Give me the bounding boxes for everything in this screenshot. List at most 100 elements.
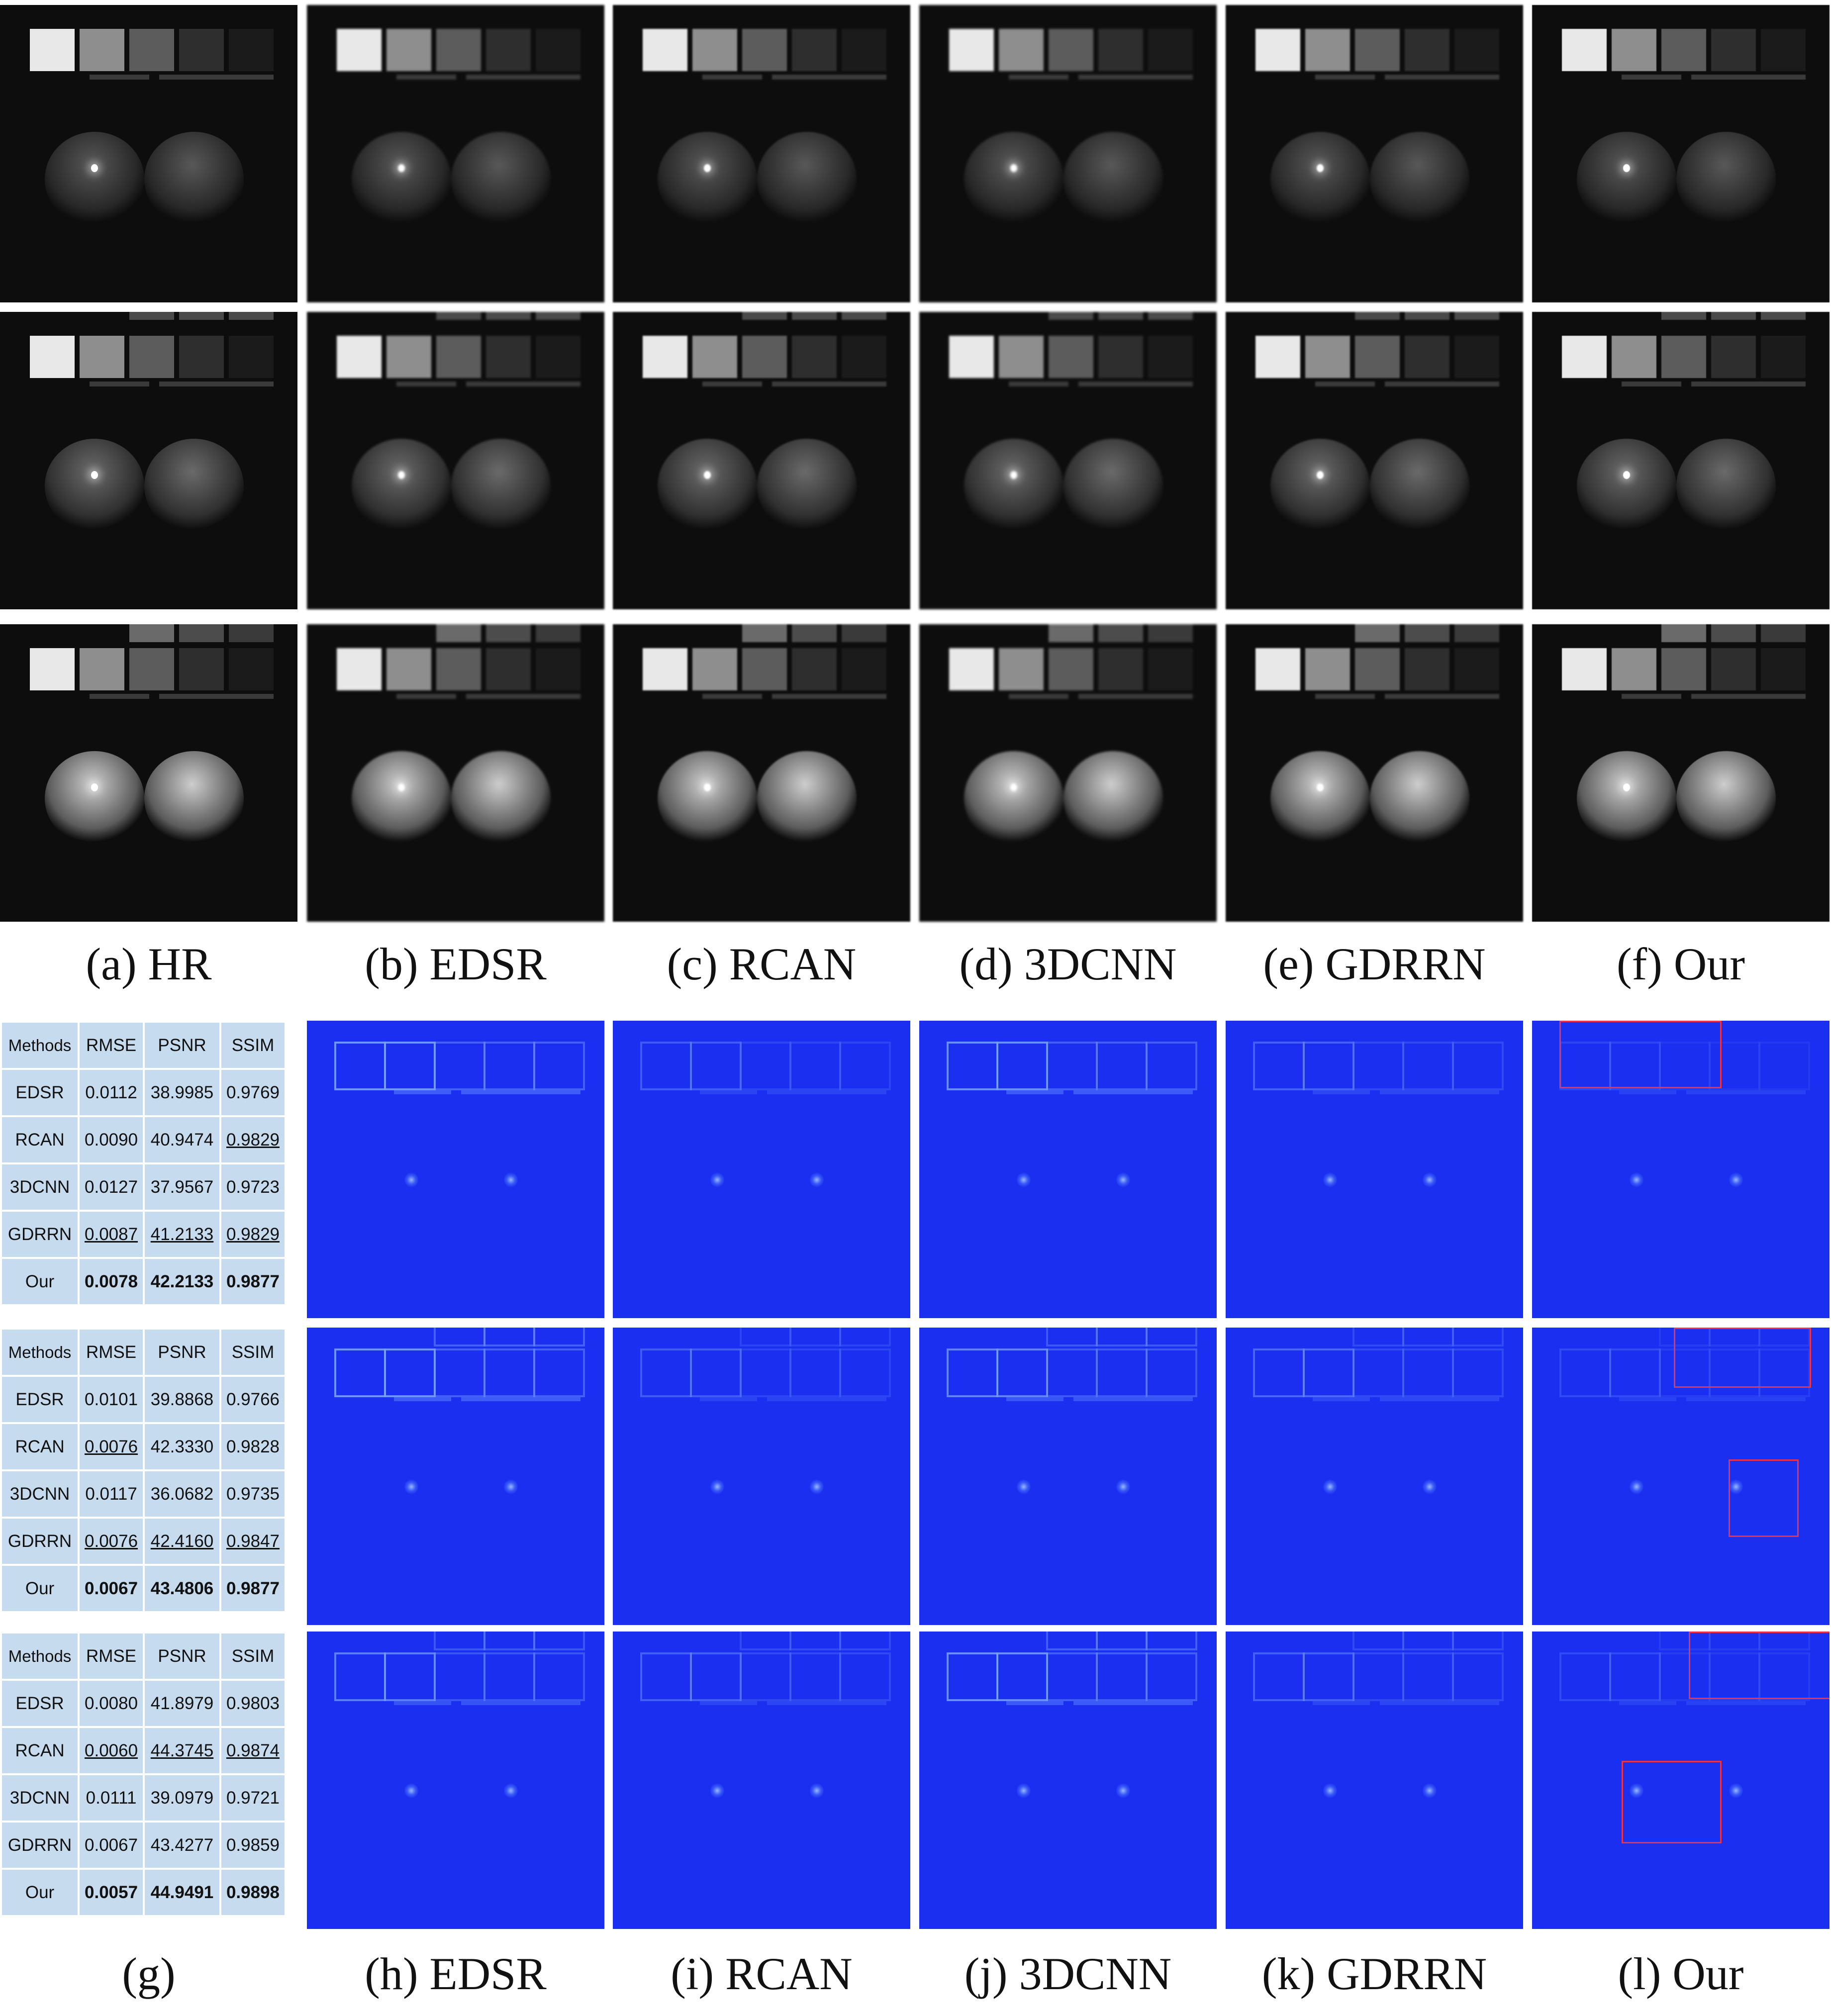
chart-swatch [1049,648,1093,690]
table-header-row: Methods RMSE PSNR SSIM [0,1632,287,1681]
chart-swatch [30,29,75,71]
error-hotspot [810,1172,824,1187]
chart-swatch [436,29,481,71]
panel-caption: (j) 3DCNN [964,1948,1172,1999]
table-row: GDRRN 0.0087 41.2133 0.9829 [0,1210,287,1259]
rmse-value: 0.0076 [78,1422,145,1471]
error-chart-swatch [1452,1328,1504,1346]
error-chart-swatch [1352,1042,1404,1090]
error-chart-swatch [1352,1652,1404,1701]
error-chart-swatch [1402,1632,1454,1650]
table-row: RCAN 0.0076 42.3330 0.9828 [0,1422,287,1471]
apple [1270,132,1370,226]
chart-print [466,382,580,386]
error-chart-swatch [1452,1042,1504,1090]
error-map-panel [919,1328,1217,1625]
apple [1370,751,1469,846]
chart-swatch [1405,336,1449,378]
error-chart-print [1619,1090,1676,1094]
error-chart-swatch [1402,1652,1454,1701]
error-chart-swatch [947,1652,998,1701]
chart-print [1315,75,1375,80]
grayscale-panel [307,5,604,302]
error-chart-swatch [1452,1348,1504,1397]
specular-highlight [91,783,98,791]
chart-swatch [179,624,224,642]
error-chart-swatch [1659,1652,1711,1701]
error-hotspot [1630,1783,1643,1798]
metrics-table: Methods RMSE PSNR SSIM EDSR 0.0112 38.9985 0.97… [0,1021,287,1306]
chart-swatch [386,648,431,690]
table-row: GDRRN 0.0067 43.4277 0.9859 [0,1821,287,1870]
error-chart-swatch [533,1632,585,1650]
chart-swatch [792,624,837,642]
highlight-box [1674,1328,1811,1388]
specular-highlight [91,164,98,172]
error-chart-swatch [996,1042,1048,1090]
chart-print [1622,382,1681,386]
chart-swatch [1661,648,1706,690]
chart-swatch [1761,624,1806,642]
chart-print [702,694,762,699]
highlight-box [1689,1632,1830,1699]
chart-swatch [229,312,274,320]
error-chart-swatch [789,1348,841,1397]
chart-swatch [1711,648,1756,690]
chart-swatch [486,648,531,690]
table-row: Our 0.0067 43.4806 0.9877 [0,1564,287,1613]
table-row: RCAN 0.0090 40.9474 0.9829 [0,1115,287,1164]
error-map-panel [307,1632,604,1929]
rmse-value: 0.0076 [78,1517,145,1566]
highlight-box [1559,1021,1722,1088]
error-chart-print [767,1701,886,1705]
error-chart-swatch [334,1652,386,1701]
apple [144,439,244,533]
error-chart-print [1073,1397,1193,1401]
error-hotspot [1630,1479,1643,1494]
chart-print [1078,694,1193,699]
panel-caption: (d) 3DCNN [959,939,1177,989]
chart-swatch [1405,624,1449,642]
chart-swatch [842,624,886,642]
error-map-panel [1226,1632,1523,1929]
chart-print [1009,382,1068,386]
error-chart-print [461,1701,580,1705]
error-hotspot [1017,1783,1031,1798]
chart-swatch [999,29,1044,71]
chart-swatch [1355,624,1400,642]
chart-swatch [949,336,994,378]
error-chart-swatch [1659,1348,1711,1397]
error-chart-swatch [483,1632,535,1650]
chart-swatch [742,29,787,71]
error-chart-swatch [839,1042,891,1090]
apple [352,132,451,226]
error-chart-print [1686,1397,1806,1401]
error-chart-swatch [384,1652,436,1701]
error-chart-swatch [1046,1042,1098,1090]
table-row: Our 0.0057 44.9491 0.9898 [0,1868,287,1917]
rmse-value: 0.0067 [78,1821,145,1870]
table-header-cell: Methods [0,1021,80,1070]
table-header-cell: SSIM [219,1021,287,1070]
rmse-value: 0.0111 [78,1773,145,1823]
chart-swatch [80,648,124,690]
chart-swatch [129,312,174,320]
error-chart-swatch [1046,1652,1098,1701]
chart-swatch [179,29,224,71]
chart-print [702,75,762,80]
panel-caption: (a) HR [86,939,212,989]
ssim-value: 0.9766 [219,1375,287,1424]
apple [1676,751,1776,846]
chart-swatch [179,336,224,378]
chart-swatch [1049,312,1093,320]
ssim-value: 0.9898 [219,1868,287,1917]
rmse-value: 0.0078 [78,1257,145,1306]
chart-swatch [1562,336,1607,378]
table-header-row: Methods RMSE PSNR SSIM [0,1021,287,1070]
method-name: RCAN [0,1115,80,1164]
apple [1270,751,1370,846]
chart-swatch [1049,29,1093,71]
psnr-value: 38.9985 [143,1068,221,1117]
chart-swatch [742,336,787,378]
specular-highlight [398,471,405,479]
